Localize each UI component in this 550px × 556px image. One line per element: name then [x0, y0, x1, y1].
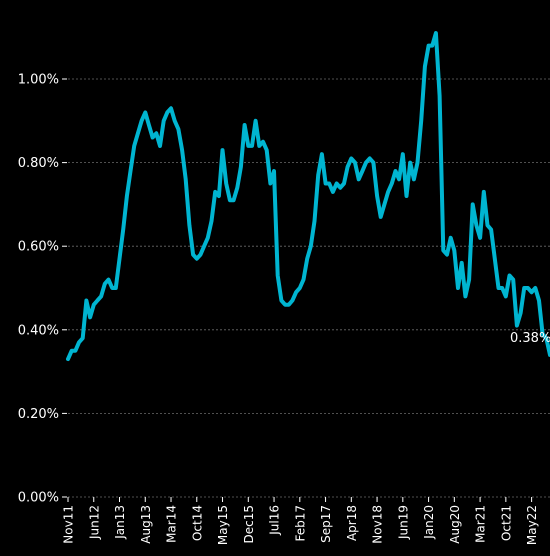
y-tick-label: 0.40% [18, 323, 59, 338]
gridlines [68, 78, 550, 498]
y-tick-label: 0.80% [18, 156, 59, 171]
y-tick-label: 0.00% [18, 491, 59, 506]
x-tick-label: Jun19 [396, 505, 410, 540]
x-tick-label: Aug13 [139, 505, 153, 544]
y-tick-label: 0.60% [18, 240, 59, 255]
x-tick-label: Jul16 [268, 505, 282, 536]
y-tick-label: 1.00% [18, 73, 59, 88]
x-tick-label: Mar14 [165, 505, 179, 543]
x-tick-label: Jan20 [422, 505, 436, 540]
y-axis: 0.00% 0.20% 0.40% 0.60% 0.80% 1.00% [18, 73, 67, 506]
x-tick-label: Sep17 [319, 505, 333, 543]
x-tick-label: Jan13 [113, 505, 127, 540]
x-tick-label: Mar21 [474, 505, 488, 543]
x-tick-label: Nov11 [62, 505, 76, 544]
last-value-label: 0.38% [510, 331, 550, 346]
x-tick-label: Nov18 [371, 505, 385, 544]
x-tick-label: Oct21 [499, 505, 513, 541]
x-tick-label: Feb17 [293, 505, 307, 542]
x-tick-label: May15 [216, 505, 230, 545]
x-tick-label: Apr18 [345, 505, 359, 541]
y-tick-label: 0.20% [18, 407, 59, 422]
series-line [66, 31, 550, 362]
x-tick-label: Oct14 [190, 505, 204, 541]
x-tick-label: Dec15 [242, 505, 256, 544]
x-tick-label: May22 [525, 505, 539, 545]
x-tick-label: Aug20 [448, 505, 462, 544]
x-axis: Nov11 Jun12 Jan13 Aug13 Mar14 Oct14 May15 Dec15… [62, 497, 539, 545]
x-tick-label: Jun12 [87, 505, 101, 540]
